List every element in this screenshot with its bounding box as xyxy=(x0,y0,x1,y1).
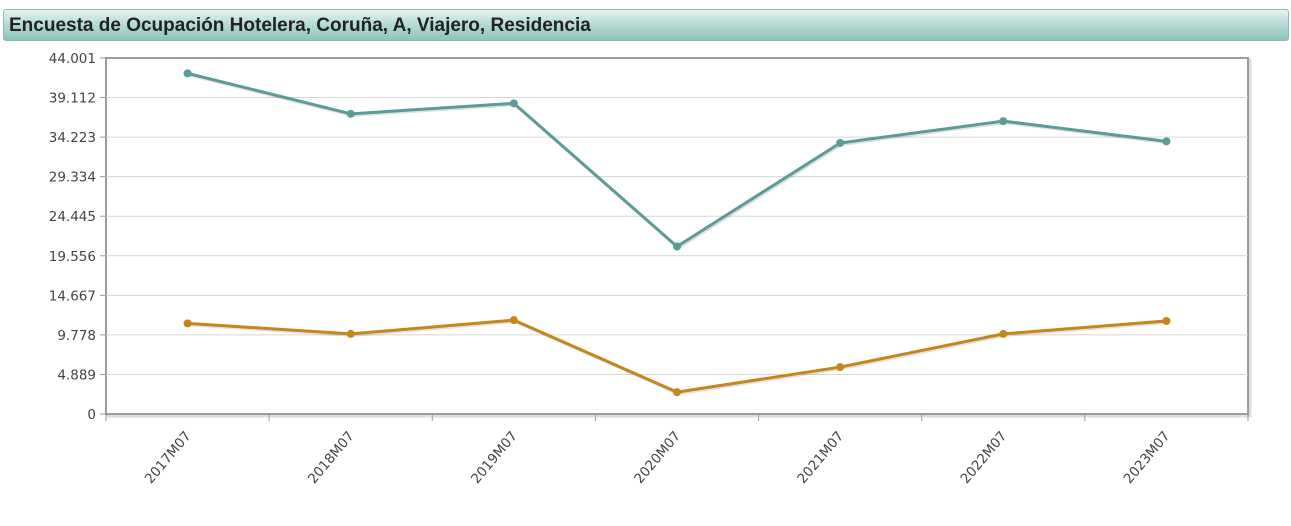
x-tick-label: 2023M07 xyxy=(1121,428,1174,487)
x-tick-label: 2022M07 xyxy=(957,428,1010,487)
y-tick-label: 0 xyxy=(87,407,96,423)
data-point xyxy=(183,319,192,328)
y-tick-label: 29.334 xyxy=(49,170,96,186)
y-tick-label: 9.778 xyxy=(57,328,96,344)
data-point xyxy=(673,242,681,251)
data-point xyxy=(836,138,845,147)
data-point xyxy=(346,109,355,118)
y-tick-label: 34.223 xyxy=(49,130,96,146)
data-point xyxy=(1162,316,1171,325)
chart-title: Encuesta de Ocupación Hotelera, Coruña, … xyxy=(9,15,591,36)
data-point xyxy=(183,69,192,78)
data-point xyxy=(1162,137,1171,146)
data-point xyxy=(509,99,518,108)
plot-border xyxy=(105,57,1249,415)
y-tick-label: 4.889 xyxy=(57,367,96,383)
chart-title-bar: Encuesta de Ocupación Hotelera, Coruña, … xyxy=(3,9,1289,41)
x-axis: 2017M07 2018M07 2019M07 2020M07 2021M07 2022M… xyxy=(105,414,1249,487)
y-tick-label: 44.001 xyxy=(49,51,96,67)
data-point xyxy=(346,329,355,338)
data-point xyxy=(509,316,518,325)
x-tick-label: 2017M07 xyxy=(142,428,195,487)
y-tick-label: 24.445 xyxy=(49,209,96,225)
x-tick-label: 2018M07 xyxy=(305,428,358,487)
data-point xyxy=(836,363,845,372)
y-tick-label: 39.112 xyxy=(49,91,96,107)
data-point xyxy=(999,117,1008,126)
data-point xyxy=(999,329,1008,338)
x-tick-label: 2020M07 xyxy=(631,428,684,487)
plot-area xyxy=(105,57,1252,418)
series-group xyxy=(183,69,1171,397)
y-tick-label: 19.556 xyxy=(49,249,96,265)
x-tick-label: 2019M07 xyxy=(468,428,521,487)
x-tick-label: 2021M07 xyxy=(794,428,847,487)
y-tick-label: 14.667 xyxy=(49,288,96,304)
data-point xyxy=(673,388,681,397)
y-axis: 0 4.889 9.778 14.667 19.556 24.445 29.334 34.22… xyxy=(49,51,106,423)
grid-lines xyxy=(106,97,1248,375)
